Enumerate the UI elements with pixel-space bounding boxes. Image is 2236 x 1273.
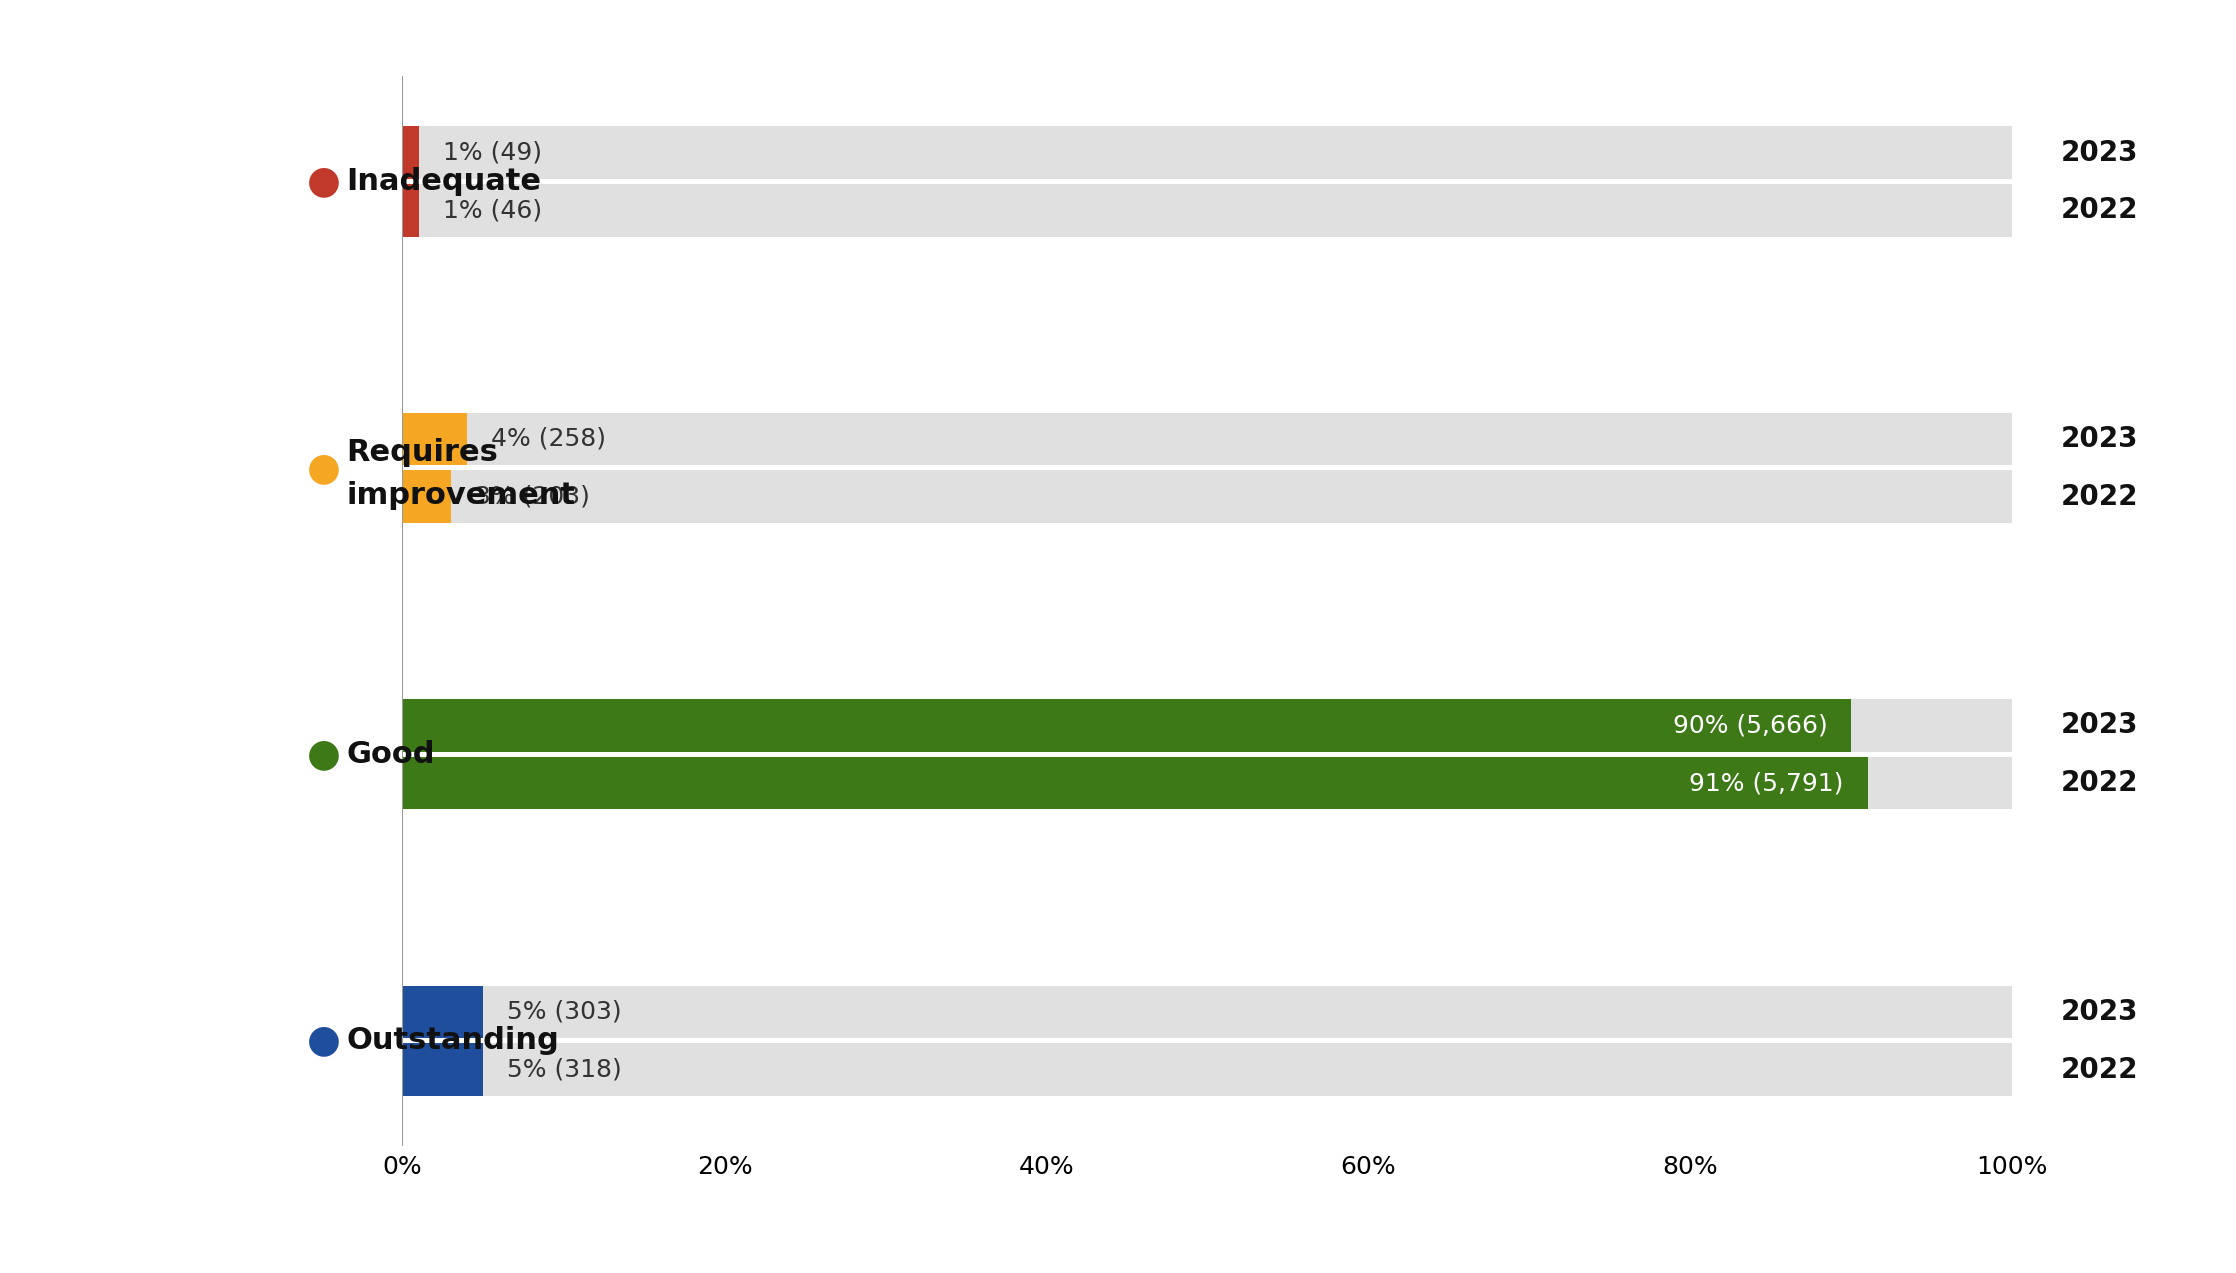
Bar bbox=[402, 1044, 2012, 1096]
Text: Inadequate: Inadequate bbox=[347, 167, 541, 196]
Bar bbox=[402, 126, 2012, 178]
Text: ●: ● bbox=[306, 736, 342, 773]
Text: improvement: improvement bbox=[347, 481, 575, 510]
Text: 2023: 2023 bbox=[2062, 998, 2138, 1026]
Text: 2023: 2023 bbox=[2062, 425, 2138, 453]
Text: 2023: 2023 bbox=[2062, 712, 2138, 740]
Bar bbox=[402, 185, 2012, 237]
Text: 2022: 2022 bbox=[2062, 1055, 2138, 1083]
Bar bbox=[402, 126, 418, 178]
Text: 90% (5,666): 90% (5,666) bbox=[1673, 713, 1827, 737]
Text: Requires: Requires bbox=[347, 438, 499, 467]
Bar bbox=[402, 412, 2012, 465]
Text: ●: ● bbox=[306, 1022, 342, 1059]
Bar bbox=[402, 757, 2012, 810]
Text: 3% (203): 3% (203) bbox=[474, 485, 590, 509]
Text: 2022: 2022 bbox=[2062, 769, 2138, 797]
Bar bbox=[402, 699, 1851, 751]
Text: 5% (303): 5% (303) bbox=[508, 999, 622, 1023]
Bar bbox=[402, 185, 418, 237]
Text: 1% (46): 1% (46) bbox=[443, 199, 541, 223]
Bar bbox=[402, 985, 483, 1037]
Text: ●: ● bbox=[306, 449, 342, 486]
Text: 1% (49): 1% (49) bbox=[443, 140, 541, 164]
Text: ●: ● bbox=[306, 163, 342, 200]
Bar bbox=[402, 471, 2012, 523]
Bar bbox=[402, 471, 452, 523]
Bar bbox=[402, 985, 2012, 1037]
Text: 2022: 2022 bbox=[2062, 196, 2138, 224]
Text: 2023: 2023 bbox=[2062, 139, 2138, 167]
Bar bbox=[402, 699, 2012, 751]
Text: Outstanding: Outstanding bbox=[347, 1026, 559, 1055]
Bar bbox=[402, 757, 1867, 810]
Bar bbox=[402, 1044, 483, 1096]
Text: 91% (5,791): 91% (5,791) bbox=[1688, 771, 1842, 796]
Text: Good: Good bbox=[347, 740, 436, 769]
Text: 4% (258): 4% (258) bbox=[492, 426, 606, 451]
Text: 2022: 2022 bbox=[2062, 482, 2138, 510]
Bar bbox=[402, 412, 467, 465]
Text: 5% (318): 5% (318) bbox=[508, 1058, 622, 1082]
